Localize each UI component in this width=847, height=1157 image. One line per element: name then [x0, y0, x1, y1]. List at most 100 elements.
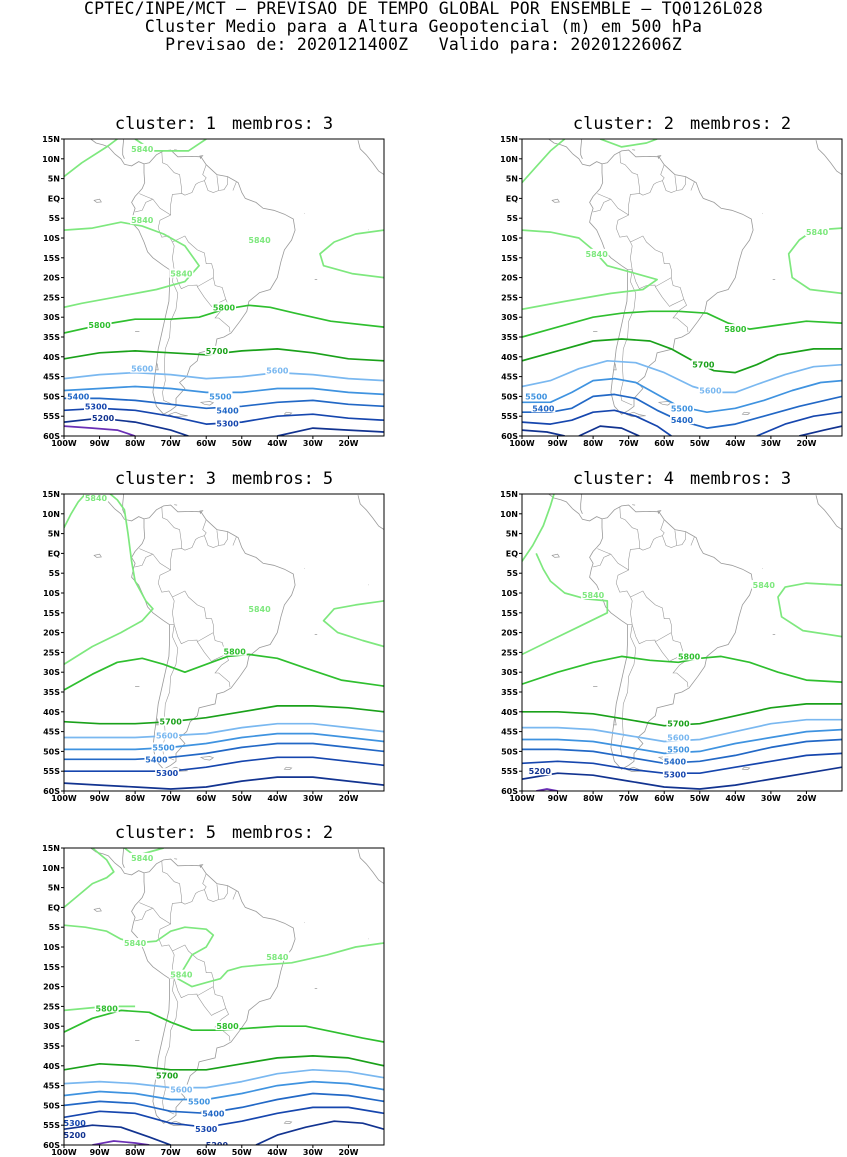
- lat-tick-label: 5S: [507, 569, 519, 578]
- coastline-central-america: [548, 139, 603, 167]
- contour-5300: [64, 1106, 384, 1129]
- lon-tick-label: 40W: [267, 794, 287, 803]
- contour-label-5400: 5400: [67, 392, 90, 401]
- lat-tick-label: 10S: [43, 943, 60, 952]
- country-border: [672, 299, 689, 333]
- contour-label-5840: 5840: [248, 605, 271, 614]
- island: [551, 198, 560, 203]
- lon-tick-label: 40W: [267, 439, 287, 448]
- contour-label-bg: [208, 391, 233, 401]
- map-frame: [63, 847, 385, 1146]
- country-border: [214, 1008, 231, 1042]
- contour-label-5800: 5800: [88, 321, 111, 330]
- contour-label-5840: 5840: [806, 228, 829, 237]
- lon-tick-label: 90W: [90, 439, 110, 448]
- lat-tick-label: 10S: [43, 589, 60, 598]
- contour-5100: [92, 1140, 150, 1145]
- lon-tick-label: 20W: [338, 439, 358, 448]
- contour-5840: [322, 600, 384, 648]
- contour-label-5300: 5300: [664, 770, 687, 779]
- map-area: 5840 5840 5800 5700 5600 5500 5500 5400 5400: [522, 139, 842, 436]
- contour-5840: [64, 924, 384, 988]
- coastline-africa: [357, 140, 384, 177]
- cluster-number: 3: [206, 469, 216, 489]
- lon-tick-label: 80W: [125, 794, 145, 803]
- island: [613, 363, 617, 371]
- country-border: [197, 632, 227, 662]
- country-border: [135, 553, 154, 568]
- contour-label-5840: 5840: [586, 250, 609, 259]
- contour-5200: [578, 425, 640, 436]
- contour-label-bg: [215, 1021, 240, 1031]
- coastline-africa: [815, 140, 842, 177]
- contour-label-5300: 5300: [64, 1119, 87, 1128]
- contour-label-bg: [691, 359, 716, 369]
- contour-label-bg: [144, 754, 169, 764]
- lon-tick-label: 70W: [161, 439, 181, 448]
- contour-label-5700: 5700: [156, 1072, 179, 1081]
- contour-label-5500: 5500: [152, 743, 175, 752]
- contour-5200: [64, 776, 384, 790]
- island: [657, 155, 662, 160]
- lat-tick-label: 15N: [42, 135, 60, 144]
- contour-label-bg: [670, 403, 694, 413]
- country-border: [615, 214, 631, 243]
- island: [93, 553, 102, 558]
- coastline-caribbean: [117, 848, 125, 868]
- contour-label-bg: [666, 732, 691, 742]
- country-border: [674, 175, 677, 191]
- contour-label-5300: 5300: [216, 419, 239, 428]
- country-border: [161, 860, 182, 903]
- lat-tick-label: 50S: [43, 1101, 60, 1110]
- cluster-number: 1: [206, 114, 216, 134]
- lat-tick-label: 55S: [501, 412, 518, 421]
- contour-label-5400: 5400: [216, 406, 239, 415]
- lon-tick-label: 50W: [690, 794, 710, 803]
- country-border: [161, 151, 182, 194]
- cluster-label: cluster:: [573, 114, 655, 134]
- lat-tick-label: 55S: [43, 1121, 60, 1130]
- lat-tick-label: 40S: [501, 353, 518, 362]
- contour-label-5600: 5600: [667, 734, 690, 743]
- contour-5600: [522, 359, 842, 394]
- lat-tick-label: 40S: [501, 708, 518, 717]
- contour-label-5300: 5300: [85, 402, 108, 411]
- contour-5600: [64, 1068, 384, 1089]
- lat-tick-label: 15S: [43, 609, 60, 618]
- lat-tick-label: 50S: [501, 392, 518, 401]
- contour-label-bg: [666, 744, 691, 754]
- cluster-panel-2: cluster: 2 membros: 2 5840 5840 5800 5700 5600 55…: [500, 114, 843, 448]
- lon-tick-label: 20W: [338, 1148, 358, 1157]
- coastline-africa: [357, 849, 384, 886]
- lon-tick-label: 100W: [509, 439, 535, 448]
- panel-title: cluster: 5 membros: 2: [115, 823, 333, 843]
- country-border: [214, 654, 231, 688]
- lon-tick-label: 70W: [161, 794, 181, 803]
- contour-5840: [777, 582, 842, 638]
- contour-label-5840: 5840: [131, 854, 154, 863]
- contour-5840: [319, 229, 384, 279]
- country-border: [619, 151, 640, 194]
- contour-label-5800: 5800: [216, 1022, 239, 1031]
- island: [199, 155, 204, 160]
- cluster-label: cluster:: [115, 114, 197, 134]
- lat-tick-label: 10S: [501, 589, 518, 598]
- lat-tick-label: 45S: [501, 728, 518, 737]
- contour-label-5400: 5400: [145, 755, 168, 764]
- lat-tick-label: 20S: [501, 274, 518, 283]
- island: [155, 363, 159, 371]
- lat-tick-label: EQ: [48, 549, 60, 558]
- country-border: [139, 902, 171, 925]
- contour-5200: [64, 1124, 171, 1145]
- contour-label-bg: [265, 365, 290, 375]
- contour-label-5400: 5400: [532, 404, 555, 413]
- coastline-south-america: [131, 858, 296, 1124]
- members-label: membros:: [232, 823, 314, 843]
- lat-tick-label: 20S: [43, 983, 60, 992]
- map-area: 5840 5840 5840 5840 5800 5800 5700 5600 5500 5400…: [64, 848, 384, 1145]
- contour-5700: [522, 338, 842, 374]
- contour-5300: [756, 411, 842, 436]
- contour-5800: [64, 653, 384, 691]
- contour-5600: [64, 722, 384, 739]
- country-border: [619, 506, 640, 549]
